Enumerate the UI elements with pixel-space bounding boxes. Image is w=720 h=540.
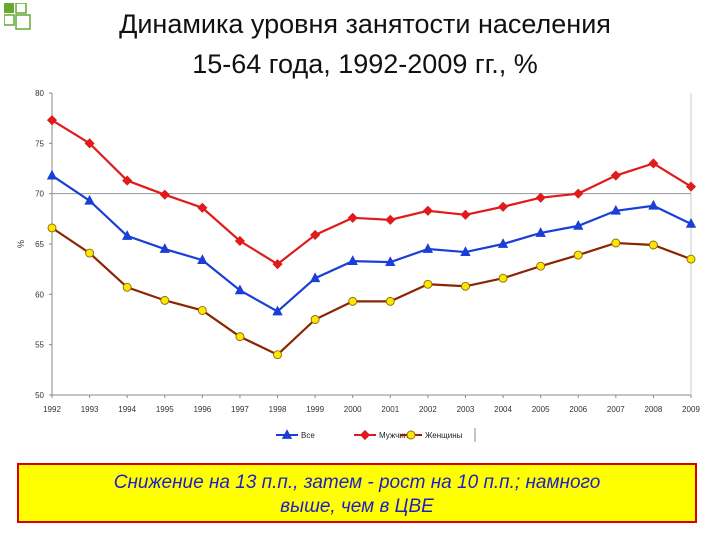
data-point-men	[573, 188, 584, 199]
y-tick-label: 55	[35, 341, 44, 350]
data-point-all	[234, 284, 246, 295]
legend-label-all: Все	[301, 431, 315, 440]
data-point-all	[309, 272, 321, 283]
data-point-men	[46, 115, 58, 126]
x-tick-label: 1993	[81, 405, 99, 414]
legend-label-men: Мужчины	[379, 431, 414, 440]
data-point-women	[611, 238, 621, 248]
data-point-men	[648, 158, 659, 169]
title-line-1: Динамика уровня занятости населения	[119, 9, 611, 39]
x-tick-label: 2007	[607, 405, 625, 414]
series-line-women	[51, 226, 692, 357]
data-point-men	[310, 229, 321, 241]
x-tick-label: 1997	[231, 405, 249, 414]
y-tick-label: 65	[35, 240, 44, 249]
x-tick-label: 1998	[269, 405, 287, 414]
corner-accent-icon	[4, 3, 31, 30]
data-point-women	[686, 254, 696, 264]
data-point-all	[46, 169, 58, 180]
data-point-all	[159, 243, 170, 253]
data-point-men	[234, 235, 246, 247]
data-point-men	[272, 259, 283, 270]
data-point-women	[122, 282, 132, 292]
data-point-all	[84, 194, 95, 205]
slide-title: Динамика уровня занятости населения 15-6…	[20, 4, 710, 84]
data-point-women	[273, 350, 282, 360]
y-axis-label: %	[16, 240, 26, 248]
callout-line-1: Снижение на 13 п.п., затем - рост на 10 …	[113, 472, 601, 493]
x-tick-label: 1999	[306, 405, 324, 414]
callout-line-2: выше, чем в ЦВЕ	[280, 496, 434, 517]
data-point-all	[535, 227, 546, 237]
series-line-all	[51, 174, 692, 313]
x-tick-label: 1996	[193, 405, 211, 414]
data-point-all	[610, 204, 621, 215]
x-tick-label: 2000	[344, 405, 362, 414]
data-point-women	[573, 250, 583, 260]
legend-label-women: Женщины	[425, 431, 463, 440]
legend-marker-women	[406, 430, 416, 440]
data-point-women	[423, 279, 433, 289]
data-point-all	[460, 246, 471, 256]
data-point-men	[159, 189, 170, 200]
data-point-women	[536, 261, 546, 271]
data-point-all	[573, 220, 584, 230]
data-point-all	[648, 199, 659, 210]
data-point-men	[197, 202, 208, 213]
data-point-all	[347, 255, 358, 266]
data-point-all	[197, 254, 208, 265]
x-tick-label: 2008	[645, 405, 663, 414]
data-point-all	[272, 305, 283, 316]
data-point-all	[422, 243, 434, 253]
y-tick-label: 70	[35, 190, 44, 199]
data-point-women	[85, 248, 95, 258]
data-point-all	[122, 230, 133, 240]
employment-line-chart: 50 55 60 65 70 75 80% 1992 1993 1994 1995 1996 1997 1…	[16, 89, 700, 442]
conclusion-callout: Снижение на 13 п.п., затем - рост на 10 …	[17, 463, 697, 523]
data-point-women	[461, 281, 470, 291]
data-point-men	[422, 205, 433, 216]
y-tick-label: 75	[35, 139, 44, 148]
data-point-men	[497, 201, 509, 212]
data-point-all	[685, 218, 697, 228]
data-point-men	[347, 212, 358, 223]
y-tick-label: 60	[35, 290, 44, 299]
title-line-2: 15-64 года, 1992-2009 гг., %	[192, 49, 538, 79]
x-tick-label: 2005	[532, 405, 550, 414]
data-point-all	[385, 256, 396, 267]
data-point-all	[497, 238, 509, 248]
data-point-men	[610, 170, 621, 181]
data-point-men	[535, 192, 546, 203]
x-tick-label: 2003	[457, 405, 475, 414]
data-point-women	[160, 295, 170, 305]
x-tick-label: 1994	[118, 405, 136, 414]
y-tick-label: 80	[35, 89, 44, 98]
y-tick-label: 50	[35, 391, 44, 400]
data-point-men	[460, 209, 471, 220]
data-point-men	[385, 214, 396, 225]
x-tick-label: 2001	[381, 405, 399, 414]
x-tick-label: 2004	[494, 405, 512, 414]
x-tick-label: 2006	[569, 405, 587, 414]
data-point-men	[685, 181, 697, 192]
data-point-women	[498, 273, 508, 283]
data-point-women	[648, 240, 658, 250]
legend-marker-men	[359, 429, 371, 441]
x-tick-label: 2009	[682, 405, 700, 414]
data-point-women	[47, 223, 57, 233]
x-tick-label: 1992	[43, 405, 61, 414]
data-point-women	[348, 296, 358, 306]
data-point-women	[235, 332, 245, 342]
data-point-women	[385, 296, 395, 306]
data-point-women	[197, 305, 207, 315]
x-tick-label: 2002	[419, 405, 437, 414]
x-tick-label: 1995	[156, 405, 174, 414]
legend-marker-all	[281, 429, 293, 439]
data-point-women	[310, 315, 320, 324]
series-line-men	[51, 119, 692, 266]
data-point-men	[84, 138, 95, 149]
data-point-men	[122, 175, 133, 186]
